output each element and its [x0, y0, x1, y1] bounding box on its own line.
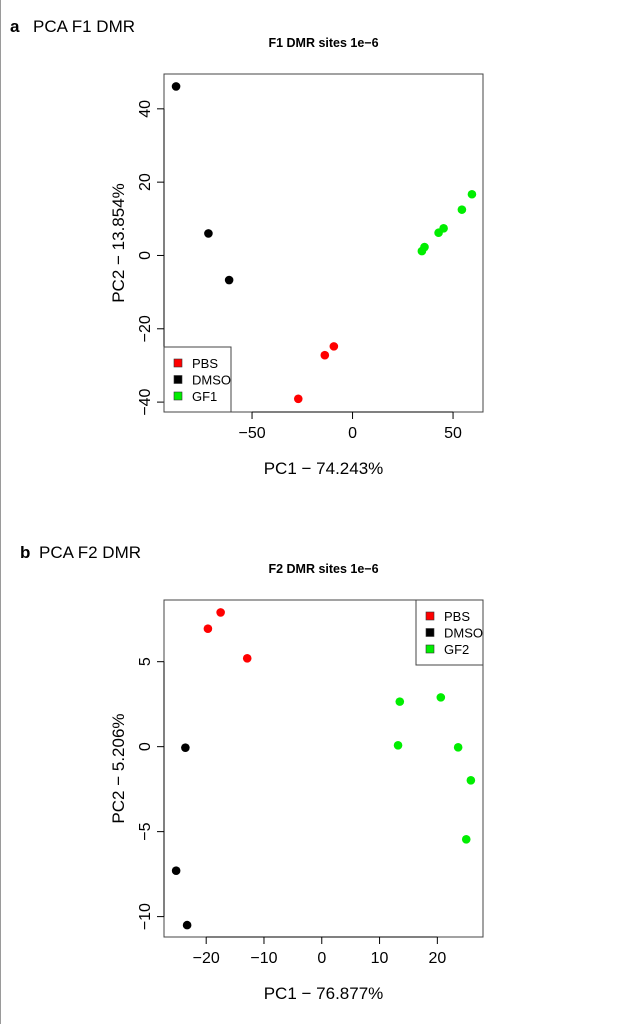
panel-letter: b: [20, 543, 30, 562]
legend-label: DMSO: [192, 373, 231, 388]
panel-title: PCA F2 DMR: [39, 543, 141, 562]
y-tick-label: 40: [137, 100, 154, 118]
panel-title: PCA F1 DMR: [33, 17, 135, 36]
chart-title: F2 DMR sites 1e−6: [268, 562, 378, 576]
x-tick-label: 0: [317, 950, 326, 967]
y-axis-label: PC2 − 5.206%: [109, 713, 128, 823]
chart-panel-a: a PCA F1 DMR F1 DMR sites 1e−6 −50 0 50 −40 −20…: [10, 17, 484, 478]
data-point-dmso: [171, 866, 181, 876]
legend-label: GF1: [192, 389, 217, 404]
data-point-gf2: [395, 697, 405, 706]
data-point-gf2: [461, 834, 471, 844]
y-tick-label: −40: [137, 388, 154, 415]
x-axis-label: PC1 − 76.877%: [264, 984, 384, 1003]
page-left-border: [0, 0, 1, 1024]
data-point-dmso: [224, 275, 234, 285]
legend-swatch: [173, 358, 183, 368]
legend-swatch: [173, 391, 183, 401]
panel-letter: a: [10, 17, 20, 36]
data-point-pbs: [216, 608, 225, 617]
x-tick-label: −10: [250, 950, 277, 967]
data-point-pbs: [242, 653, 252, 663]
data-point-gf2: [393, 741, 403, 750]
data-point-dmso: [204, 229, 213, 238]
y-tick-label: −10: [137, 903, 154, 930]
x-tick-label: 20: [428, 950, 446, 967]
data-point-pbs: [293, 394, 303, 404]
data-point-gf1: [420, 242, 429, 252]
data-point-dmso: [171, 82, 181, 91]
legend-label: DMSO: [444, 626, 483, 641]
x-tick-label: 0: [348, 425, 357, 442]
x-axis-label: PC1 − 74.243%: [264, 459, 384, 478]
x-tick-label: 10: [371, 950, 389, 967]
legend-label: PBS: [192, 356, 218, 371]
y-axis-label: PC2 − 13.854%: [109, 183, 128, 303]
data-point-dmso: [181, 743, 190, 752]
y-tick-label: 20: [137, 173, 154, 191]
x-tick-label: −50: [238, 425, 265, 442]
data-point-pbs: [203, 624, 213, 634]
data-point-dmso: [182, 920, 192, 930]
y-tick-label: 0: [137, 251, 154, 260]
legend-swatch: [425, 644, 435, 654]
data-point-gf1: [467, 189, 477, 199]
legend-label: PBS: [444, 609, 470, 624]
data-point-gf2: [436, 693, 446, 702]
y-tick-label: −20: [137, 315, 154, 342]
data-point-pbs: [329, 342, 339, 351]
x-tick-label: −20: [193, 950, 220, 967]
chart-panel-b: b PCA F2 DMR F2 DMR sites 1e−6 −20 −10 0 10 20 −…: [20, 543, 484, 1003]
data-point-gf1: [439, 224, 448, 233]
legend-swatch: [425, 611, 435, 621]
data-point-gf2: [466, 776, 476, 785]
y-tick-label: 0: [137, 742, 154, 751]
data-point-pbs: [320, 350, 330, 360]
x-tick-label: 50: [444, 425, 462, 442]
legend-label: GF2: [444, 642, 469, 657]
legend-swatch: [425, 628, 435, 637]
legend-swatch: [173, 375, 183, 384]
y-tick-label: 5: [137, 657, 154, 666]
data-point-gf1: [457, 205, 467, 214]
y-tick-label: −5: [137, 822, 154, 840]
chart-title: F1 DMR sites 1e−6: [268, 36, 378, 50]
data-point-gf2: [453, 743, 463, 752]
